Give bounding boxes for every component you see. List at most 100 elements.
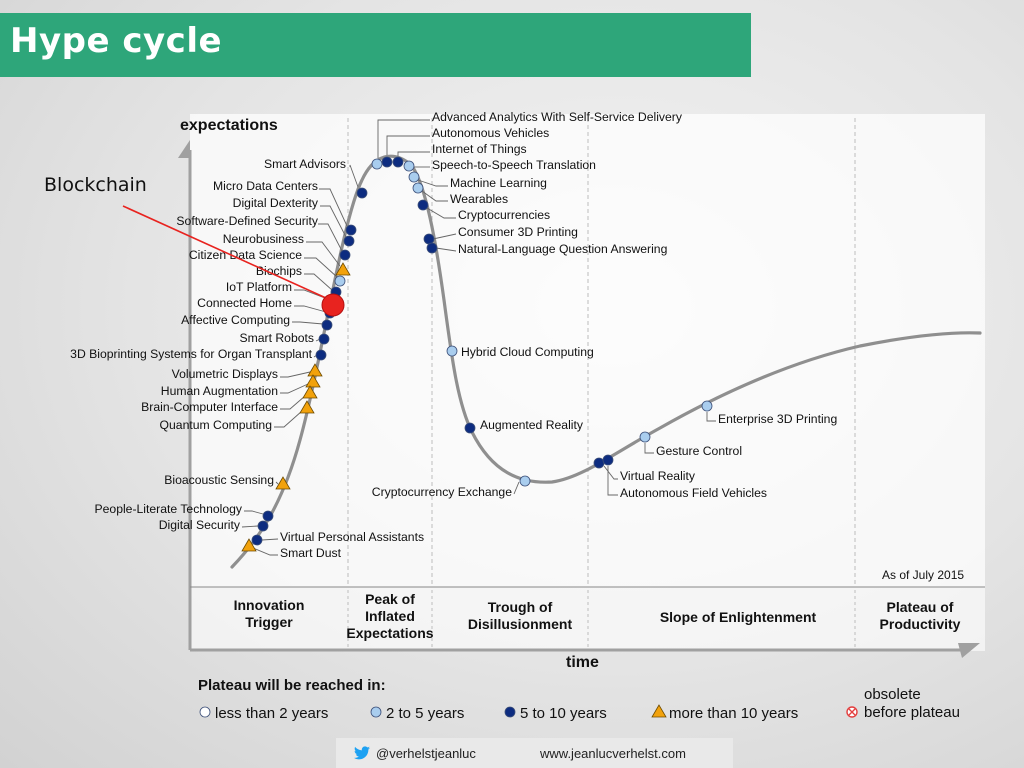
marker-brain-computer-interface [302,385,318,399]
leader-enterprise-3d-printing [706,412,716,422]
label-connected-home: Connected Home [197,296,292,310]
technology-markers [241,156,713,552]
label-speech-to-speech-translation: Speech-to-Speech Translation [432,158,596,172]
legend-item-more-than-10-years: more than 10 years [669,705,798,722]
marker-micro-data-centers [345,224,357,236]
phase-line-4-1: Productivity [880,616,961,632]
leader-autonomous-field-vehicles [607,466,618,496]
leader-citizen-data-science [304,257,338,278]
legend-obsolete-line-0: obsolete [864,686,921,703]
marker-3d-bioprinting-systems-for-organ-transplant [315,349,327,361]
label-iot-platform: IoT Platform [226,280,292,294]
legend-obsolete-line-1: before plateau [864,704,960,721]
marker-volumetric-displays [307,363,323,377]
marker-quantum-computing [299,400,315,414]
leader-connected-home [294,305,327,313]
marker-smart-advisors [356,187,368,199]
label-digital-dexterity: Digital Dexterity [233,196,319,210]
marker-hybrid-cloud-computing [446,345,458,357]
phase-label-2: Trough of Disillusionment [468,599,573,632]
label-cryptocurrency-exchange: Cryptocurrency Exchange [372,485,512,499]
marker-people-literate-technology [262,510,274,522]
leader-virtual-reality [603,465,618,480]
phase-line-2-1: Disillusionment [468,616,573,632]
marker-autonomous-vehicles [381,156,393,168]
label-natural-language-question-answering: Natural-Language Question Answering [458,242,667,256]
marker-augmented-reality [464,422,476,434]
marker-advanced-analytics-with-self-service-delivery [371,158,383,170]
label-people-literate-technology: People-Literate Technology [95,502,243,516]
phase-label-4: Plateau of Productivity [880,599,961,632]
leader-natural-language-question-answering [435,247,457,252]
leader-machine-learning [417,179,448,187]
legend-item-5-to-10-years: 5 to 10 years [520,705,607,722]
leader-smart-advisors [349,164,359,188]
leader-affective-computing [292,321,324,325]
leader-digital-dexterity [320,205,347,238]
label-3d-bioprinting-systems-for-organ-transplant: 3D Bioprinting Systems for Organ Transpl… [70,347,312,361]
marker-internet-of-things [392,156,404,168]
phase-line-2-0: Trough of [488,599,553,615]
y-axis-arrow [178,140,190,158]
legend-title: Plateau will be reached in: [198,677,386,694]
obsolete-icon-cross [848,708,856,716]
label-advanced-analytics-with-self-service-delivery: Advanced Analytics With Self-Service Del… [432,110,683,124]
phase-label-3: Slope of Enlightenment [660,609,817,625]
label-virtual-reality: Virtual Reality [620,469,696,483]
phase-line-0-1: Trigger [245,614,293,630]
label-smart-dust: Smart Dust [280,546,342,560]
diagram-axes: expectations time As of July 2015 [178,117,985,671]
leader-smart-dust [252,547,278,556]
leader-cryptocurrencies [426,207,456,219]
phase-line-1-2: Expectations [346,625,433,641]
label-quantum-computing: Quantum Computing [160,418,272,432]
leader-software-defined-security [318,223,343,252]
label-brain-computer-interface: Brain-Computer Interface [141,400,278,414]
leader-advanced-analytics-with-self-service-delivery [377,119,430,158]
leader-bioacoustic-sensing [275,481,279,485]
footer-site: www.jeanlucverhelst.com [540,746,686,761]
label-citizen-data-science: Citizen Data Science [189,248,302,262]
leader-quantum-computing [274,410,303,428]
label-bioacoustic-sensing: Bioacoustic Sensing [164,473,274,487]
leader-neurobusiness [306,241,341,267]
leader-autonomous-vehicles [386,135,430,155]
label-consumer-3d-printing: Consumer 3D Printing [458,225,578,239]
label-augmented-reality: Augmented Reality [480,418,584,432]
label-smart-advisors: Smart Advisors [264,157,346,171]
marker-citizen-data-science [334,275,346,287]
title-bar: Hype cycle [0,13,751,77]
x-axis-arrow [958,643,980,658]
footer-handle: @verhelstjeanluc [376,746,476,761]
leader-people-literate-technology [244,510,264,515]
phase-label-1: Peak of Inflated Expectations [346,591,433,641]
blockchain-callout-label: Blockchain [44,174,147,196]
label-human-augmentation: Human Augmentation [161,384,278,398]
label-smart-robots: Smart Robots [239,331,314,345]
leader-gesture-control [644,443,654,454]
label-enterprise-3d-printing: Enterprise 3D Printing [718,412,837,426]
label-software-defined-security: Software-Defined Security [176,214,318,228]
marker-digital-dexterity [343,235,355,247]
marker-smart-robots [318,333,330,345]
blockchain-marker [321,293,345,317]
marker-smart-dust [241,538,257,552]
label-gesture-control: Gesture Control [656,444,742,458]
phase-line-4-0: Plateau of [887,599,954,615]
legend-marker-2-to-5-years [370,706,382,718]
marker-affective-computing [321,319,333,331]
as-of-date: As of July 2015 [882,568,964,582]
marker-digital-security [257,520,269,532]
leader-consumer-3d-printing [432,233,457,240]
x-axis-label: time [566,654,599,671]
leader-micro-data-centers [319,188,348,227]
legend-marker-more-than-10-years [651,704,667,718]
phase-line-1-1: Inflated [365,608,415,624]
label-leaders [241,119,716,556]
legend-item-2-to-5-years: 2 to 5 years [386,705,464,722]
marker-software-defined-security [339,249,351,261]
label-affective-computing: Affective Computing [181,313,290,327]
leader-biochips [304,273,333,291]
label-hybrid-cloud-computing: Hybrid Cloud Computing [461,345,594,359]
marker-virtual-reality [593,457,605,469]
